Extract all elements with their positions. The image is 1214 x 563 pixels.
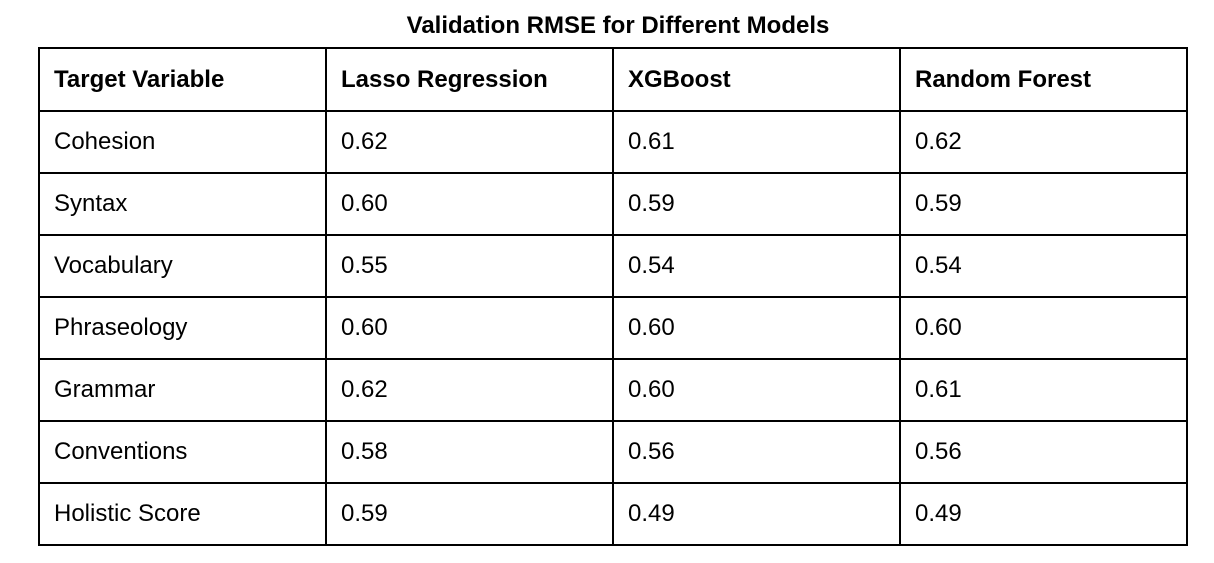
cell-xgboost: 0.56 <box>612 420 901 484</box>
table-row: Vocabulary 0.55 0.54 0.54 <box>38 234 1188 298</box>
cell-xgboost: 0.54 <box>612 234 901 298</box>
cell-target-variable: Cohesion <box>38 110 327 174</box>
cell-target-variable: Phraseology <box>38 296 327 360</box>
cell-random-forest: 0.60 <box>899 296 1188 360</box>
cell-xgboost: 0.49 <box>612 482 901 546</box>
table-row: Conventions 0.58 0.56 0.56 <box>38 420 1188 484</box>
cell-random-forest: 0.49 <box>899 482 1188 546</box>
cell-lasso-regression: 0.62 <box>325 358 614 422</box>
table-row: Phraseology 0.60 0.60 0.60 <box>38 296 1188 360</box>
table-row: Cohesion 0.62 0.61 0.62 <box>38 110 1188 174</box>
cell-lasso-regression: 0.55 <box>325 234 614 298</box>
cell-xgboost: 0.59 <box>612 172 901 236</box>
cell-xgboost: 0.61 <box>612 110 901 174</box>
cell-target-variable: Conventions <box>38 420 327 484</box>
cell-random-forest: 0.62 <box>899 110 1188 174</box>
cell-random-forest: 0.59 <box>899 172 1188 236</box>
cell-lasso-regression: 0.60 <box>325 296 614 360</box>
cell-target-variable: Syntax <box>38 172 327 236</box>
cell-target-variable: Grammar <box>38 358 327 422</box>
cell-random-forest: 0.54 <box>899 234 1188 298</box>
table-row: Syntax 0.60 0.59 0.59 <box>38 172 1188 236</box>
cell-random-forest: 0.56 <box>899 420 1188 484</box>
column-header-xgboost: XGBoost <box>612 47 901 112</box>
cell-random-forest: 0.61 <box>899 358 1188 422</box>
cell-lasso-regression: 0.59 <box>325 482 614 546</box>
rmse-table: Target Variable Lasso Regression XGBoost… <box>38 47 1188 546</box>
header-row: Target Variable Lasso Regression XGBoost… <box>38 47 1188 112</box>
table-row: Holistic Score 0.59 0.49 0.49 <box>38 482 1188 546</box>
table-row: Grammar 0.62 0.60 0.61 <box>38 358 1188 422</box>
cell-lasso-regression: 0.60 <box>325 172 614 236</box>
cell-lasso-regression: 0.58 <box>325 420 614 484</box>
column-header-lasso-regression: Lasso Regression <box>325 47 614 112</box>
cell-xgboost: 0.60 <box>612 296 901 360</box>
cell-target-variable: Vocabulary <box>38 234 327 298</box>
column-header-random-forest: Random Forest <box>899 47 1188 112</box>
column-header-target-variable: Target Variable <box>38 47 327 112</box>
table-title: Validation RMSE for Different Models <box>406 12 830 39</box>
cell-target-variable: Holistic Score <box>38 482 327 546</box>
cell-lasso-regression: 0.62 <box>325 110 614 174</box>
cell-xgboost: 0.60 <box>612 358 901 422</box>
